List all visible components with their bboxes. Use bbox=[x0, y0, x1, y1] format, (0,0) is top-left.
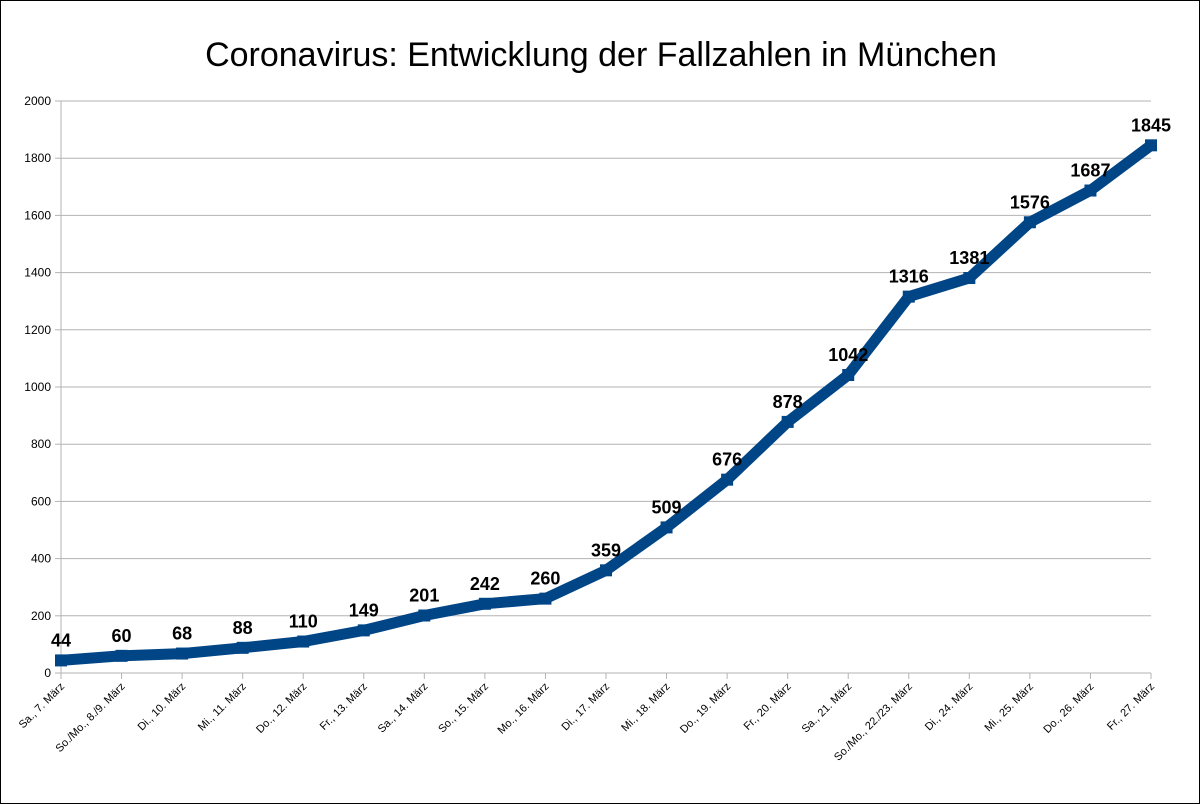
data-point bbox=[842, 368, 855, 381]
y-tick-label: 400 bbox=[31, 552, 51, 566]
data-point bbox=[660, 521, 673, 534]
x-tick-label: Sa., 14. März bbox=[376, 681, 431, 736]
data-point bbox=[1145, 139, 1157, 152]
x-tick-label: Mi., 25. März bbox=[983, 681, 1036, 734]
data-label: 149 bbox=[349, 600, 379, 620]
data-label: 1576 bbox=[1010, 192, 1050, 212]
data-label: 242 bbox=[470, 574, 500, 594]
y-tick-label: 1800 bbox=[24, 151, 51, 165]
y-tick-label: 200 bbox=[31, 609, 51, 623]
x-tick-label: Do., 19. März bbox=[678, 681, 733, 736]
data-label: 878 bbox=[773, 392, 803, 412]
data-label: 1687 bbox=[1070, 161, 1110, 181]
data-label: 1381 bbox=[949, 248, 989, 268]
data-label: 88 bbox=[233, 618, 253, 638]
data-point bbox=[539, 592, 552, 605]
data-point bbox=[721, 473, 734, 486]
data-label: 68 bbox=[172, 624, 192, 644]
y-tick-label: 1600 bbox=[24, 208, 51, 222]
data-label: 1845 bbox=[1131, 115, 1171, 135]
data-point bbox=[1023, 216, 1036, 229]
y-tick-label: 1000 bbox=[24, 380, 51, 394]
data-label: 1042 bbox=[828, 345, 868, 365]
data-point bbox=[418, 609, 431, 622]
data-label: 110 bbox=[289, 612, 318, 632]
x-tick-label: Do., 26. März bbox=[1041, 681, 1096, 736]
data-point bbox=[781, 415, 794, 428]
series-line bbox=[60, 140, 1155, 666]
data-label: 260 bbox=[530, 569, 560, 589]
data-point bbox=[478, 597, 491, 610]
x-tick-label: Mi., 11. März bbox=[196, 681, 249, 734]
data-point bbox=[357, 624, 370, 637]
x-tick-label: Di., 24. März bbox=[923, 681, 976, 734]
data-point bbox=[963, 272, 976, 285]
gridlines bbox=[61, 100, 1151, 674]
series-group bbox=[55, 139, 1157, 667]
y-tick-label: 1200 bbox=[24, 323, 51, 337]
x-tick-label: Fr., 13. März bbox=[318, 681, 370, 733]
x-tick-label: Sa., 7. März bbox=[17, 681, 67, 731]
y-tick-label: 0 bbox=[44, 666, 51, 680]
y-axis-ticks: 0 200 400 600 800 1000 1200 1400 1600 1800 2000 bbox=[24, 94, 61, 680]
x-tick-label: Mo., 16. März bbox=[496, 681, 552, 737]
x-tick-label: So./Mo., 8./9. März bbox=[53, 681, 127, 755]
x-tick-label: Mi., 18. März bbox=[619, 681, 672, 734]
data-label: 509 bbox=[652, 497, 682, 517]
data-point bbox=[297, 635, 310, 648]
data-point bbox=[55, 654, 67, 667]
data-label: 60 bbox=[112, 626, 132, 646]
data-point bbox=[176, 647, 189, 660]
data-label: 359 bbox=[591, 540, 621, 560]
y-tick-label: 1400 bbox=[24, 266, 51, 280]
data-point bbox=[902, 290, 915, 303]
data-point bbox=[600, 564, 612, 577]
data-label: 44 bbox=[51, 630, 71, 650]
chart-title: Coronavirus: Entwicklung der Fallzahlen … bbox=[205, 36, 997, 74]
x-tick-label: Di., 10. März bbox=[136, 681, 189, 734]
data-label: 676 bbox=[712, 450, 742, 470]
data-point bbox=[1084, 184, 1097, 197]
data-point bbox=[115, 649, 128, 662]
data-label: 1316 bbox=[889, 267, 929, 287]
x-tick-label: Fr., 27. März bbox=[1105, 681, 1157, 733]
data-label: 201 bbox=[409, 586, 439, 606]
x-tick-label: Fr., 20. März bbox=[742, 681, 794, 733]
x-tick-label: So., 15. März bbox=[436, 681, 491, 736]
y-tick-label: 2000 bbox=[24, 94, 51, 108]
y-tick-label: 800 bbox=[31, 437, 51, 451]
data-point bbox=[236, 641, 249, 654]
x-tick-label: Do., 12. März bbox=[254, 681, 309, 736]
x-tick-label: Di., 17. März bbox=[560, 681, 613, 734]
data-labels: 44 60 68 88 110 149 201 242 260 359 509 676 878 1042 1… bbox=[51, 115, 1171, 650]
y-tick-label: 600 bbox=[31, 494, 51, 508]
x-tick-label: Sa., 21. März bbox=[800, 681, 855, 736]
